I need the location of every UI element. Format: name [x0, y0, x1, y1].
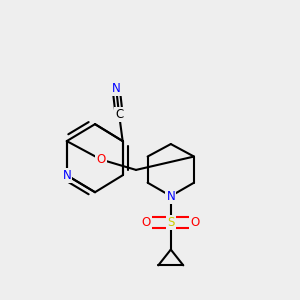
Text: O: O	[142, 216, 151, 229]
Text: N: N	[112, 82, 121, 95]
Text: N: N	[62, 169, 71, 182]
Text: O: O	[190, 216, 200, 229]
Text: S: S	[167, 216, 175, 229]
Text: C: C	[115, 108, 123, 121]
Text: O: O	[96, 153, 106, 166]
Text: N: N	[167, 190, 175, 202]
